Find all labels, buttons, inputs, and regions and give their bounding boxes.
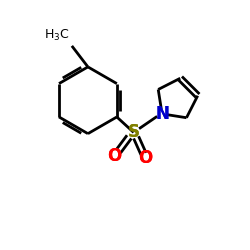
Text: S: S — [128, 124, 140, 142]
Text: O: O — [107, 147, 121, 165]
Text: O: O — [107, 147, 121, 165]
Text: O: O — [138, 149, 152, 168]
Text: N: N — [155, 105, 169, 123]
Text: H$_3$C: H$_3$C — [44, 28, 70, 43]
Text: N: N — [155, 105, 169, 123]
Text: S: S — [128, 124, 140, 142]
Text: O: O — [138, 149, 152, 168]
